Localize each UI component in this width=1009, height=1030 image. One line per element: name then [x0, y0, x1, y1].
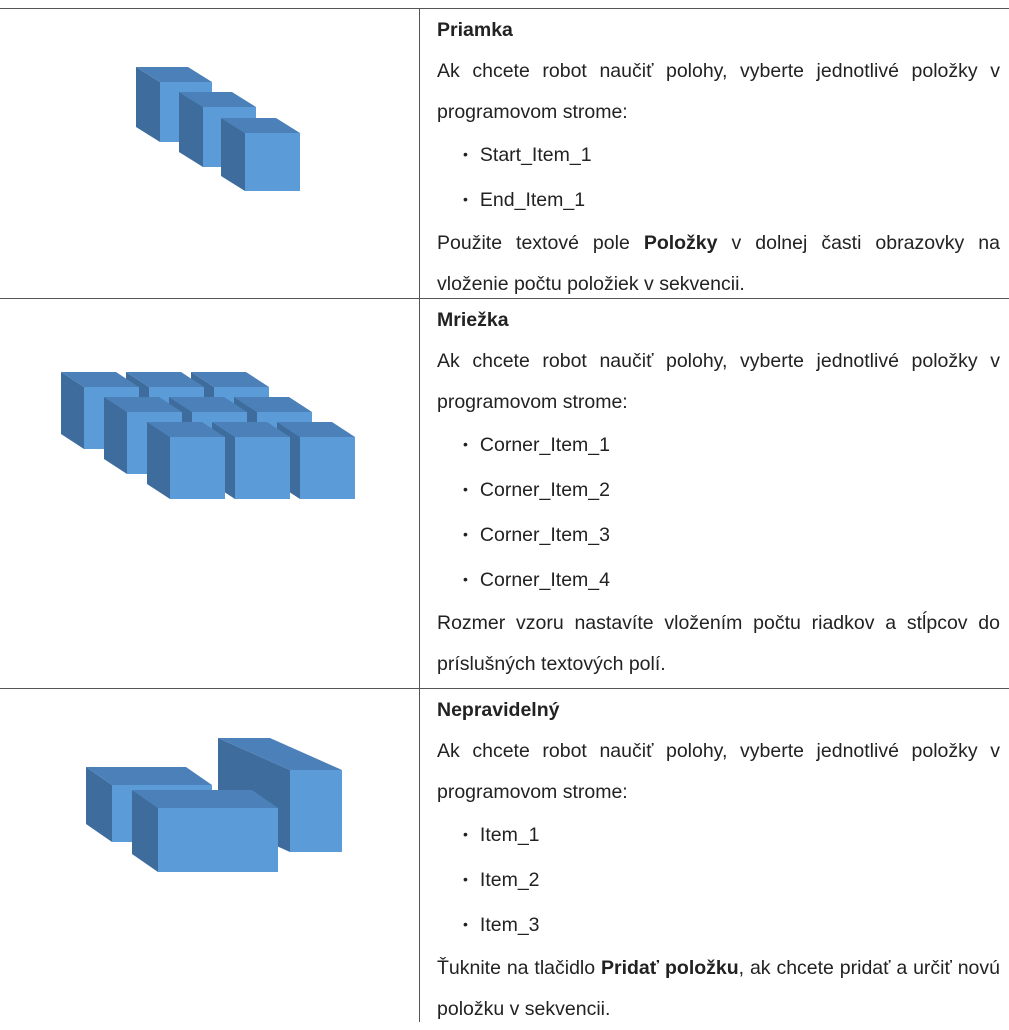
box-face: [170, 437, 225, 499]
box-face: [234, 397, 312, 412]
box-face: [290, 770, 342, 852]
box-face: [221, 118, 245, 191]
box-face: [300, 437, 355, 499]
note-text: Položky: [643, 232, 718, 254]
box-face: [136, 67, 212, 82]
box-face: [158, 808, 278, 872]
list-item: End_Item_1: [463, 178, 1000, 223]
note: Rozmer vzoru nastavíte vložením počtu ri…: [437, 603, 1000, 685]
row-text: Mriežka Ak chcete robot naučiť polohy, vy…: [437, 300, 1000, 685]
box-face: [104, 397, 127, 474]
box-face: [86, 767, 112, 842]
note-text: , ak chcete pridať a určiť novú položku …: [437, 957, 1000, 1020]
intro: Ak chcete robot naučiť polohy, vyberte j…: [437, 60, 1000, 123]
box-face: [221, 118, 300, 133]
box-face: [136, 67, 160, 142]
box-face: [235, 437, 290, 499]
box-face: [61, 372, 84, 449]
list-item: Corner_Item_3: [463, 513, 1000, 558]
list-item: Item_2: [463, 858, 1000, 903]
box-face: [132, 790, 158, 872]
box-face: [61, 372, 139, 387]
note-text: Rozmer vzoru nastavíte vložením počtu ri…: [437, 612, 1000, 675]
intro: Ak chcete robot naučiť polohy, vyberte j…: [437, 350, 1000, 413]
box-face: [169, 397, 247, 412]
list-item: Corner_Item_4: [463, 558, 1000, 603]
box-face: [147, 422, 225, 437]
list-item: Start_Item_1: [463, 133, 1000, 178]
item-list: Item_1Item_2Item_3: [437, 813, 1000, 948]
box-face: [132, 790, 278, 808]
list-item: Corner_Item_1: [463, 423, 1000, 468]
box-face: [212, 422, 290, 437]
box-face: [104, 397, 182, 412]
rule: [0, 298, 1009, 299]
list-item: Item_1: [463, 813, 1000, 858]
row-text: Priamka Ak chcete robot naučiť polohy, vy…: [437, 10, 1000, 305]
note-text: Použite textové pole: [437, 232, 644, 254]
note-text: v dolnej časti obrazovky na vloženie poč…: [437, 232, 1000, 295]
rule: [0, 688, 1009, 689]
list-item: Item_3: [463, 903, 1000, 948]
box-face: [277, 422, 355, 437]
rule: [0, 8, 1009, 9]
list-item: Corner_Item_2: [463, 468, 1000, 513]
box-face: [86, 767, 212, 785]
note-text: Pridať položku: [601, 957, 739, 979]
box-face: [179, 92, 256, 107]
intro: Ak chcete robot naučiť polohy, vyberte j…: [437, 740, 1000, 803]
box-face: [218, 738, 342, 770]
note: Ťuknite na tlačidlo Pridať položku, ak c…: [437, 948, 1000, 1030]
box-face: [147, 422, 170, 499]
row-title: Mriežka: [437, 309, 509, 331]
note-text: Ťuknite na tlačidlo: [437, 957, 601, 979]
illustrations: [61, 67, 355, 872]
note: Použite textové pole Položky v dolnej ča…: [437, 223, 1000, 305]
box-face: [191, 372, 269, 387]
item-list: Corner_Item_1Corner_Item_2Corner_Item_3C…: [437, 423, 1000, 603]
row-title: Priamka: [437, 19, 513, 41]
row-title: Nepravidelný: [437, 699, 560, 721]
box-face: [126, 372, 204, 387]
box-face: [179, 92, 203, 167]
item-list: Start_Item_1End_Item_1: [437, 133, 1000, 223]
column-divider: [419, 8, 420, 1022]
row-text: Nepravidelný Ak chcete robot naučiť poloh…: [437, 690, 1000, 1030]
box-face: [245, 133, 300, 191]
